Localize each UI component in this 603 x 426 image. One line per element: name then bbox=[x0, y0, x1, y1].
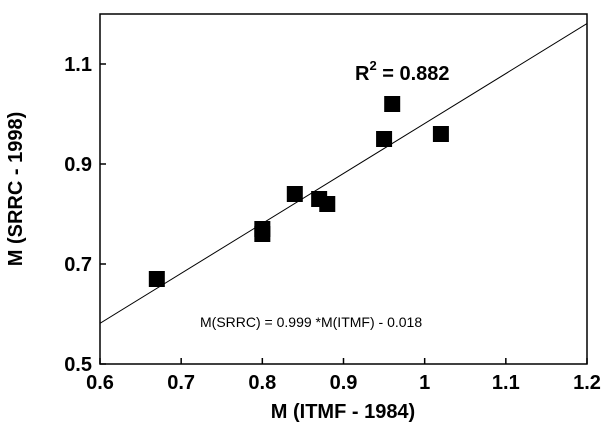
r2-value: = 0.882 bbox=[377, 63, 450, 85]
r-squared-annotation: R2 = 0.882 bbox=[355, 58, 450, 85]
y-axis-label: M (SRRC - 1998) bbox=[5, 112, 27, 266]
data-point bbox=[254, 221, 271, 237]
y-tick-label: 0.7 bbox=[64, 254, 92, 276]
x-axis-label: M (ITMF - 1984) bbox=[271, 401, 415, 423]
plot-frame bbox=[99, 13, 588, 365]
r2-base: R bbox=[355, 63, 370, 85]
y-tick-label: 0.9 bbox=[64, 154, 92, 176]
x-tick-label: 1.1 bbox=[492, 372, 520, 394]
data-point bbox=[319, 196, 336, 212]
data-point bbox=[384, 96, 401, 112]
x-tick-label: 1 bbox=[419, 372, 430, 394]
x-axis-ticks: 0.6 0.7 0.8 0.9 1 1.1 1.2 bbox=[86, 358, 601, 394]
x-tick-label: 0.7 bbox=[167, 372, 195, 394]
x-tick-label: 0.8 bbox=[248, 372, 276, 394]
x-tick-label: 0.6 bbox=[86, 372, 114, 394]
data-point bbox=[286, 186, 303, 202]
data-point bbox=[148, 271, 165, 287]
y-axis-ticks: 0.5 0.7 0.9 1.1 bbox=[64, 54, 106, 376]
r2-superscript: 2 bbox=[369, 58, 376, 73]
y-tick-label: 1.1 bbox=[64, 54, 92, 76]
data-points bbox=[148, 96, 449, 287]
data-point bbox=[376, 131, 393, 147]
y-tick-label: 0.5 bbox=[64, 354, 92, 376]
regression-line bbox=[100, 23, 587, 324]
regression-equation: M(SRRC) = 0.999 *M(ITMF) - 0.018 bbox=[200, 314, 422, 330]
data-point bbox=[432, 126, 449, 142]
x-tick-label: 0.9 bbox=[330, 372, 358, 394]
x-tick-label: 1.2 bbox=[573, 372, 601, 394]
